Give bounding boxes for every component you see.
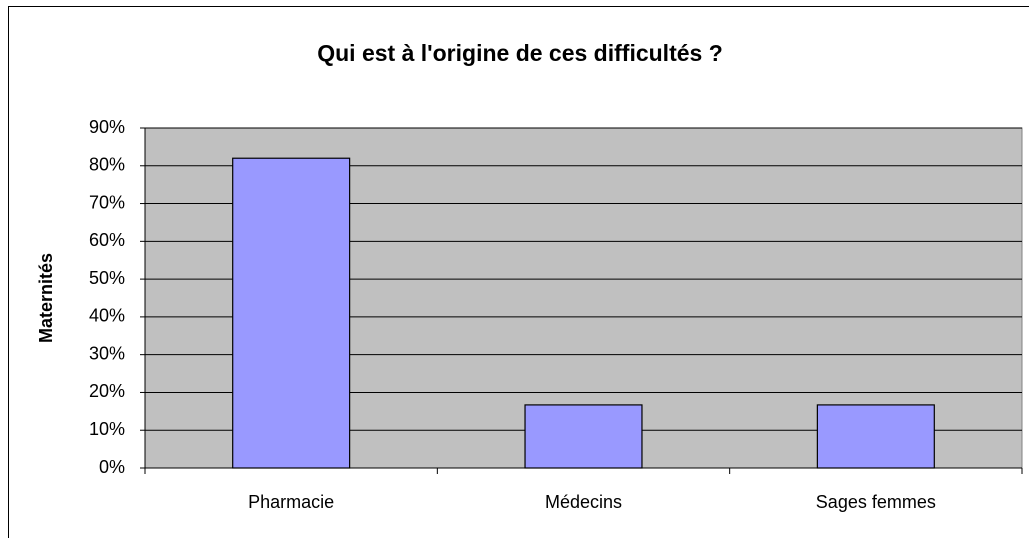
- x-tick-label: Pharmacie: [248, 492, 334, 512]
- chart-title: Qui est à l'origine de ces difficultés ?: [317, 40, 723, 66]
- bar: [524, 404, 643, 469]
- x-tick-label: Médecins: [545, 492, 622, 512]
- y-tick-label: 0%: [99, 457, 125, 477]
- y-tick-label: 20%: [89, 381, 125, 401]
- y-tick-label: 30%: [89, 343, 125, 363]
- bar: [232, 157, 351, 469]
- y-axis-label: Maternités: [36, 253, 56, 343]
- y-tick-label: 60%: [89, 230, 125, 250]
- bar: [816, 404, 935, 469]
- y-tick-label: 90%: [89, 117, 125, 137]
- y-tick-label: 80%: [89, 155, 125, 175]
- y-tick-label: 40%: [89, 306, 125, 326]
- x-tick-label: Sages femmes: [816, 492, 936, 512]
- y-tick-label: 70%: [89, 192, 125, 212]
- y-tick-label: 50%: [89, 268, 125, 288]
- y-tick-label: 10%: [89, 419, 125, 439]
